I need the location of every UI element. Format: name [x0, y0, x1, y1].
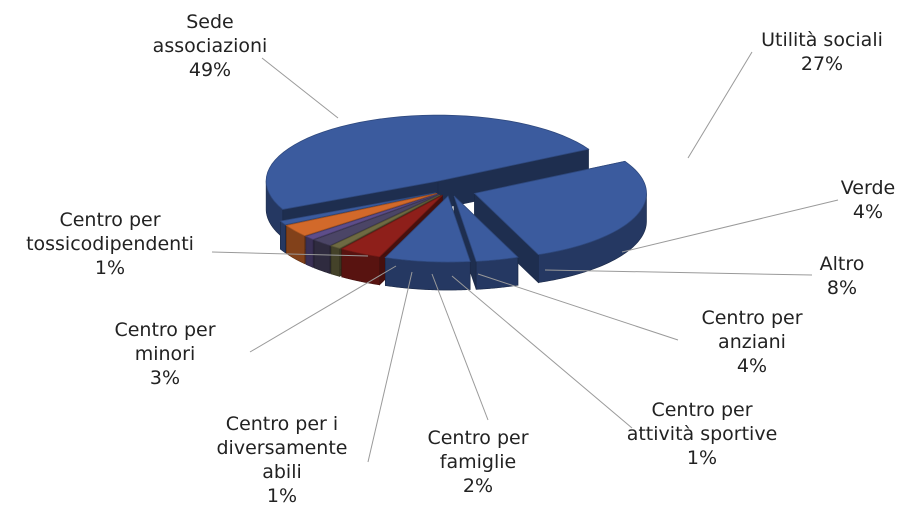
- slice-top: [384, 195, 471, 263]
- slice-top: [312, 194, 440, 246]
- value-label: 4%: [736, 355, 768, 377]
- slice-top: [285, 193, 437, 237]
- category-label: Altro: [819, 253, 865, 275]
- category-label: Centro per minori: [114, 319, 216, 365]
- value-label: 27%: [800, 53, 844, 75]
- slice-label: Sede associazioni 49%: [140, 10, 280, 82]
- slice-label: Centro per minori 3%: [100, 318, 230, 390]
- category-label: Centro per anziani: [701, 307, 803, 353]
- slice-side: [280, 220, 286, 254]
- slice: [473, 160, 647, 284]
- value-label: 1%: [266, 485, 298, 507]
- value-label: 2%: [462, 475, 494, 497]
- leader-line: [477, 273, 679, 341]
- category-label: Utilità sociali: [761, 29, 883, 51]
- category-label: Centro per attività sportive: [626, 399, 778, 445]
- slice-top: [473, 160, 647, 256]
- slice-label: Centro per tossicodipendenti 1%: [15, 208, 205, 280]
- leader-line: [621, 199, 839, 253]
- value-label: 3%: [149, 367, 181, 389]
- category-label: Centro per famiglie: [427, 427, 529, 473]
- slice-side: [330, 245, 340, 277]
- slice-label: Utilità sociali 27%: [722, 28, 922, 76]
- slice-label: Verde 4%: [818, 176, 918, 224]
- slice-side: [384, 257, 471, 291]
- slice-top: [340, 195, 443, 258]
- leader-line: [367, 271, 413, 463]
- leader-line: [544, 269, 813, 276]
- value-label: 1%: [94, 257, 126, 279]
- slice-top: [304, 193, 439, 240]
- slice-side: [305, 235, 314, 268]
- leader-line: [249, 265, 397, 353]
- value-label: 4%: [852, 201, 884, 223]
- slice: [384, 195, 471, 291]
- category-label: Centro per tossicodipendenti: [26, 209, 194, 255]
- value-label: 8%: [826, 277, 858, 299]
- leader-line: [261, 57, 339, 119]
- category-label: Sede associazioni: [152, 11, 268, 57]
- value-label: 1%: [686, 447, 718, 469]
- category-label: Centro per i diversamente abili: [216, 413, 348, 483]
- slice-top: [279, 192, 436, 226]
- slice-side: [475, 256, 519, 290]
- value-label: 49%: [188, 59, 232, 81]
- leader-line: [687, 51, 753, 159]
- slice-label: Centro per anziani 4%: [682, 306, 822, 378]
- slice-top: [453, 195, 519, 262]
- slice-top: [265, 114, 590, 210]
- leader-line: [431, 273, 489, 421]
- leader-line: [211, 251, 369, 257]
- slice-label: Centro per attività sportive 1%: [622, 398, 782, 470]
- leader-line: [451, 275, 633, 429]
- category-label: Verde: [840, 177, 896, 199]
- slice-top: [329, 194, 441, 249]
- slice-label: Centro per famiglie 2%: [408, 426, 548, 498]
- slice-label: Altro 8%: [792, 252, 892, 300]
- slice-label: Centro per i diversamente abili 1%: [212, 412, 352, 508]
